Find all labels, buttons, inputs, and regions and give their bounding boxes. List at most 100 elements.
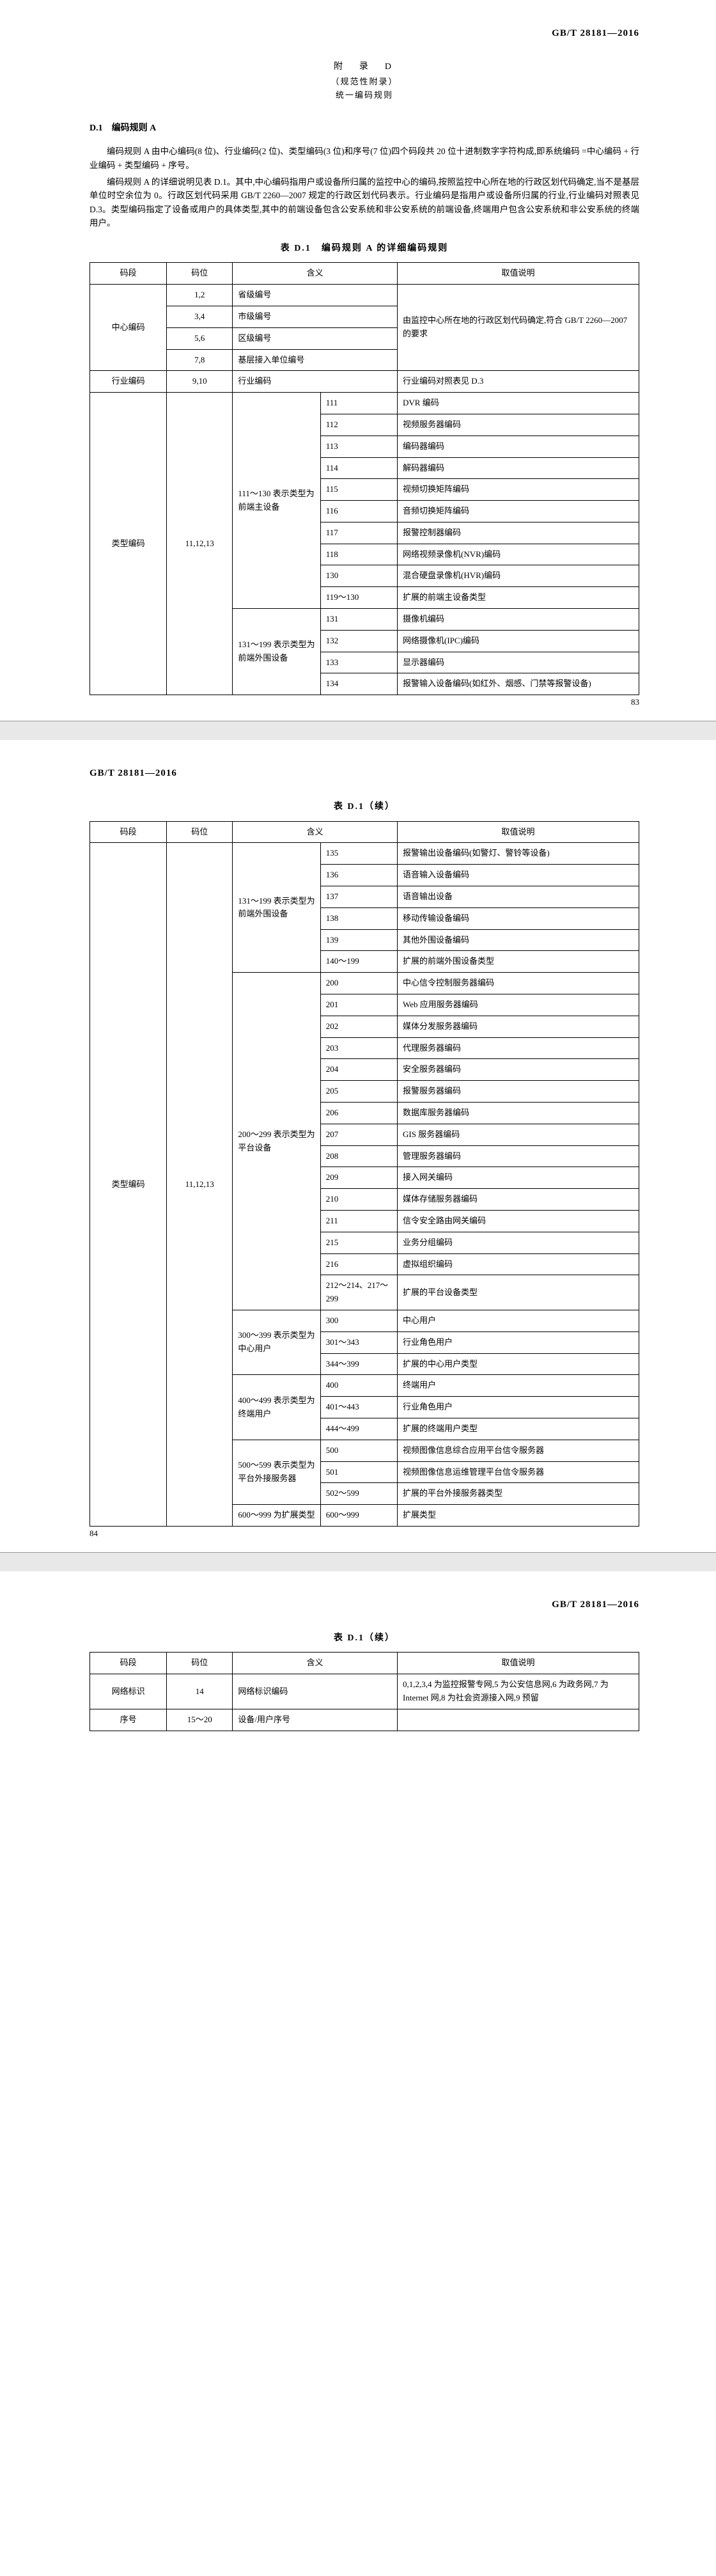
cell-code: 600～999 bbox=[320, 1505, 397, 1527]
cell-group-mean: 500～599 表示类型为平台外接服务器 bbox=[233, 1440, 320, 1504]
cell-desc: 视频服务器编码 bbox=[398, 414, 639, 436]
cell-code: 401～443 bbox=[320, 1397, 397, 1418]
th-seg: 码段 bbox=[90, 1653, 167, 1674]
cell-code: 118 bbox=[320, 544, 397, 565]
cell-seg: 类型编码 bbox=[90, 393, 167, 695]
cell-code: 119～130 bbox=[320, 587, 397, 609]
cell-desc: 移动传输设备编码 bbox=[398, 907, 639, 929]
cell-desc: 数据库服务器编码 bbox=[398, 1103, 639, 1124]
cell-group-mean: 131～199 表示类型为前端外围设备 bbox=[233, 843, 320, 973]
cell-val bbox=[398, 1709, 639, 1731]
cell-code: 132 bbox=[320, 630, 397, 652]
th-seg: 码段 bbox=[90, 263, 167, 285]
cell-group-mean: 131～199 表示类型为前端外围设备 bbox=[233, 609, 320, 695]
page-1: GB/T 28181—2016 附 录 D （规范性附录） 统一编码规则 D.1… bbox=[0, 0, 716, 721]
cell-desc: 终端用户 bbox=[398, 1375, 639, 1397]
cell-desc: 扩展的前端外围设备类型 bbox=[398, 951, 639, 973]
cell-pos: 11,12,13 bbox=[167, 843, 233, 1527]
cell-seg: 中心编码 bbox=[90, 285, 167, 371]
cell-desc: 报警输出设备编码(如警灯、警铃等设备) bbox=[398, 843, 639, 865]
cell-code: 205 bbox=[320, 1081, 397, 1103]
cell-seg: 行业编码 bbox=[90, 371, 167, 393]
th-mean: 含义 bbox=[233, 821, 398, 843]
cell-code: 201 bbox=[320, 994, 397, 1016]
cell-code: 501 bbox=[320, 1461, 397, 1483]
cell-code: 215 bbox=[320, 1232, 397, 1253]
cell-code: 134 bbox=[320, 673, 397, 695]
cell-desc: 接入网关编码 bbox=[398, 1167, 639, 1189]
th-val: 取值说明 bbox=[398, 821, 639, 843]
cell-desc: 行业角色用户 bbox=[398, 1397, 639, 1418]
cell-code: 400 bbox=[320, 1375, 397, 1397]
section-heading-d1: D.1 编码规则 A bbox=[90, 122, 639, 136]
cell-group-mean: 300～399 表示类型为中心用户 bbox=[233, 1310, 320, 1374]
cell-desc: 代理服务器编码 bbox=[398, 1037, 639, 1059]
cell-desc: 报警服务器编码 bbox=[398, 1081, 639, 1103]
cell-desc: 报警输入设备编码(如红外、烟感、门禁等报警设备) bbox=[398, 673, 639, 695]
page-separator bbox=[0, 721, 716, 740]
cell-desc: 解码器编码 bbox=[398, 457, 639, 479]
doc-code: GB/T 28181—2016 bbox=[90, 26, 639, 41]
cell-desc: 中心用户 bbox=[398, 1310, 639, 1331]
cell-code: 204 bbox=[320, 1059, 397, 1081]
para-2: 编码规则 A 的详细说明见表 D.1。其中,中心编码指用户或设备所归属的监控中心… bbox=[90, 175, 639, 230]
cell-desc: 行业角色用户 bbox=[398, 1331, 639, 1353]
cell-group-mean: 200～299 表示类型为平台设备 bbox=[233, 973, 320, 1310]
cell-pos: 15～20 bbox=[167, 1709, 233, 1731]
cell-mean: 网络标识编码 bbox=[233, 1674, 398, 1709]
table-title-d1-cont2: 表 D.1（续） bbox=[90, 1631, 639, 1645]
cell-mean: 设备/用户序号 bbox=[233, 1709, 398, 1731]
table-header: 码段 码位 含义 取值说明 bbox=[90, 263, 639, 285]
cell-desc: 网络视频录像机(NVR)编码 bbox=[398, 544, 639, 565]
th-pos: 码位 bbox=[167, 263, 233, 285]
para-1: 编码规则 A 由中心编码(8 位)、行业编码(2 位)、类型编码(3 位)和序号… bbox=[90, 145, 639, 172]
cell-desc: 其他外围设备编码 bbox=[398, 929, 639, 951]
th-mean: 含义 bbox=[233, 1653, 398, 1674]
cell-desc: 音频切换矩阵编码 bbox=[398, 501, 639, 522]
cell-code: 211 bbox=[320, 1211, 397, 1232]
cell-desc: 扩展的平台设备类型 bbox=[398, 1275, 639, 1310]
cell-code: 500 bbox=[320, 1440, 397, 1461]
cell-code: 130 bbox=[320, 565, 397, 587]
table-row: 类型编码11,12,13111～130 表示类型为前端主设备111DVR 编码 bbox=[90, 393, 639, 414]
cell-code: 502～599 bbox=[320, 1483, 397, 1505]
cell-code: 301～343 bbox=[320, 1331, 397, 1353]
cell-code: 116 bbox=[320, 501, 397, 522]
appendix-sub2: 统一编码规则 bbox=[90, 89, 639, 102]
cell-seg: 网络标识 bbox=[90, 1674, 167, 1709]
cell-code: 209 bbox=[320, 1167, 397, 1189]
cell-pos: 9,10 bbox=[167, 371, 233, 393]
cell-desc: 视频图像信息综合应用平台信令服务器 bbox=[398, 1440, 639, 1461]
cell-group-mean: 111～130 表示类型为前端主设备 bbox=[233, 393, 320, 609]
cell-code: 138 bbox=[320, 907, 397, 929]
cell-code: 113 bbox=[320, 436, 397, 457]
cell-mean: 基层接入单位编号 bbox=[233, 349, 398, 371]
cell-code: 202 bbox=[320, 1016, 397, 1037]
th-pos: 码位 bbox=[167, 1653, 233, 1674]
cell-desc: 视频切换矩阵编码 bbox=[398, 479, 639, 501]
table-row: 网络标识14网络标识编码0,1,2,3,4 为监控报警专网,5 为公安信息网,6… bbox=[90, 1674, 639, 1709]
doc-code: GB/T 28181—2016 bbox=[90, 1597, 639, 1612]
cell-code: 344～399 bbox=[320, 1353, 397, 1375]
cell-seg: 序号 bbox=[90, 1709, 167, 1731]
cell-desc: 扩展的中心用户类型 bbox=[398, 1353, 639, 1375]
appendix-sub1: （规范性附录） bbox=[90, 75, 639, 89]
cell-code: 444～499 bbox=[320, 1418, 397, 1440]
table-header: 码段 码位 含义 取值说明 bbox=[90, 1653, 639, 1674]
cell-mean: 区级编号 bbox=[233, 327, 398, 349]
cell-desc: DVR 编码 bbox=[398, 393, 639, 414]
cell-desc: 扩展的终端用户类型 bbox=[398, 1418, 639, 1440]
table-row: 类型编码11,12,13131～199 表示类型为前端外围设备135报警输出设备… bbox=[90, 843, 639, 865]
cell-group-mean: 600～999 为扩展类型 bbox=[233, 1505, 320, 1527]
page-2: GB/T 28181—2016 表 D.1（续） 码段 码位 含义 取值说明 类… bbox=[0, 740, 716, 1552]
table-row: 行业编码9,10行业编码行业编码对照表见 D.3 bbox=[90, 371, 639, 393]
table-d1-cont2: 码段 码位 含义 取值说明 网络标识14网络标识编码0,1,2,3,4 为监控报… bbox=[90, 1652, 639, 1731]
appendix-header: 附 录 D （规范性附录） 统一编码规则 bbox=[90, 60, 639, 102]
cell-desc: 虚拟组织编码 bbox=[398, 1253, 639, 1275]
th-mean: 含义 bbox=[233, 263, 398, 285]
cell-code: 208 bbox=[320, 1145, 397, 1167]
cell-desc: 中心信令控制服务器编码 bbox=[398, 973, 639, 994]
cell-code: 140～199 bbox=[320, 951, 397, 973]
cell-code: 112 bbox=[320, 414, 397, 436]
cell-desc: 媒体分发服务器编码 bbox=[398, 1016, 639, 1037]
